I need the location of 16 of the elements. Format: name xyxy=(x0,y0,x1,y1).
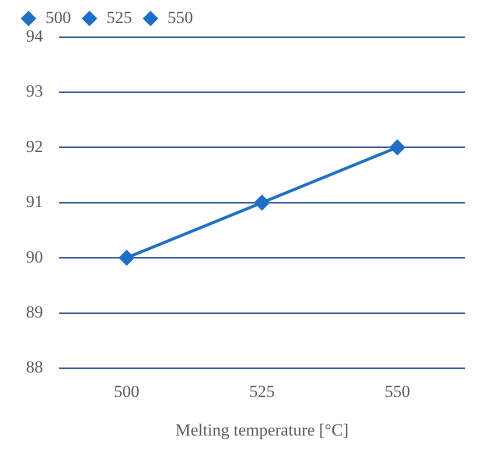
legend-label: 525 xyxy=(106,8,132,27)
y-tick-label: 90 xyxy=(26,247,43,266)
x-tick-label: 525 xyxy=(249,382,275,401)
point xyxy=(390,140,405,155)
y-tick-label: 94 xyxy=(26,26,44,46)
legend-label: 550 xyxy=(168,8,193,27)
legend-label: 500 xyxy=(46,8,71,27)
y-tick-label: 89 xyxy=(26,302,43,322)
y-tick-label: 93 xyxy=(26,82,43,101)
x-tick-label: 550 xyxy=(384,382,410,401)
y-tick-label: 91 xyxy=(26,192,43,212)
x-axis-title: Melting temperature [°C] xyxy=(176,420,348,440)
x-tick-label: 500 xyxy=(114,382,140,401)
y-tick-label: 88 xyxy=(26,358,43,377)
point xyxy=(119,250,134,266)
y-tick-label: 92 xyxy=(26,136,43,156)
